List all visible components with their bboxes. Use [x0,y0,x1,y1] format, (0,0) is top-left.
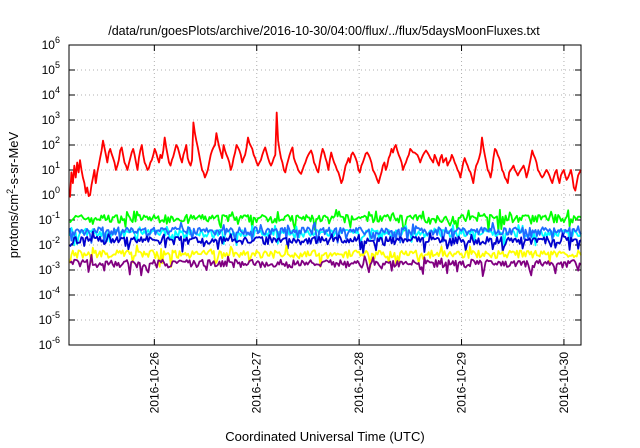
plot-frame [68,44,582,346]
y-tick-label: 101 [42,160,60,177]
series-line-4 [69,230,582,254]
x-tick-label: 2016-10-27 [250,352,264,414]
y-tick-label: 106 [42,35,60,52]
series-line-1 [69,208,582,233]
series-line-5 [69,244,582,268]
data-series [69,111,582,277]
y-tick-label: 104 [42,85,60,102]
y-tick-label: 103 [42,110,60,127]
y-tick-label: 10-1 [39,210,60,227]
y-tick-label: 10-6 [39,335,60,352]
y-tick-label: 105 [42,60,60,77]
series-line-0 [69,111,582,198]
y-axis-label: protons/cm2-s-sr-MeV [5,131,21,258]
y-tick-label: 10-4 [39,285,60,302]
x-tick-label: 2016-10-28 [352,352,366,414]
chart-title: /data/run/goesPlots/archive/2016-10-30/0… [108,24,540,38]
y-tick-label: 10-2 [39,235,60,252]
y-tick-label: 10-3 [39,260,60,277]
x-tick-label: 2016-10-29 [455,352,469,414]
axis-ticks: 106 105 104 103 102 101 100 10-1 10-2 10-3 10-4 10-… [39,35,581,413]
x-tick-label: 2016-10-26 [147,352,161,414]
y-tick-label: 100 [42,185,60,202]
series-line-3 [69,221,582,244]
series-line-6 [69,254,582,277]
x-tick-label: 2016-10-30 [557,352,571,414]
grid-lines [69,45,581,345]
y-tick-label: 10-5 [39,310,60,327]
y-tick-label: 102 [42,135,60,152]
x-axis-label: Coordinated Universal Time (UTC) [225,429,424,444]
